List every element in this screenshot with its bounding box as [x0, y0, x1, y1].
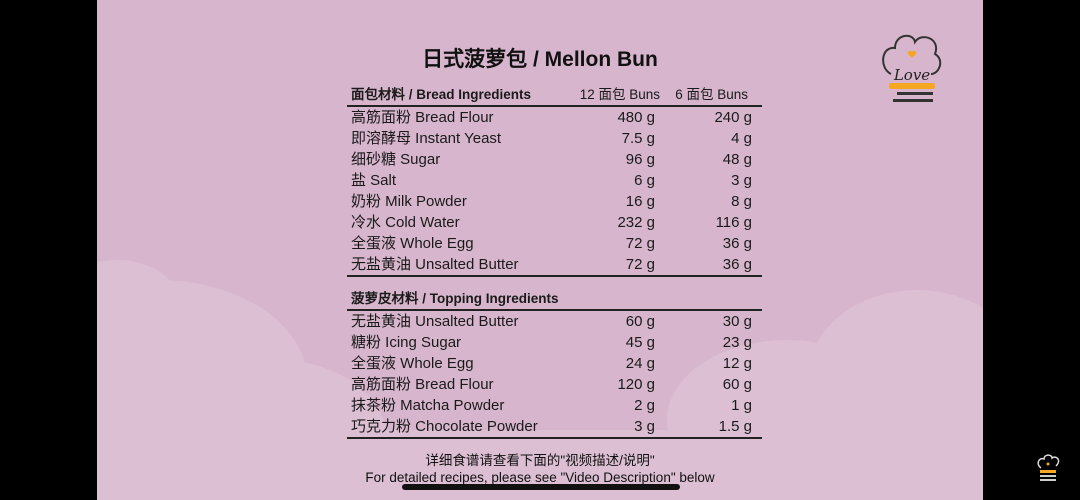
divider — [347, 437, 762, 439]
amount-12-buns: 120 g — [617, 376, 655, 393]
channel-watermark-icon[interactable] — [1036, 454, 1060, 484]
chef-hat-logo-icon: Love — [882, 34, 942, 102]
topping-ingredients-table: 菠萝皮材料 / Topping Ingredients 无盐黄油 Unsalte… — [347, 288, 762, 439]
amount-12-buns: 232 g — [617, 214, 655, 231]
amount-6-buns: 23 g — [722, 334, 752, 351]
note-chinese: 详细食谱请查看下面的"视频描述/说明" — [425, 453, 655, 468]
amount-12-buns: 60 g — [625, 313, 655, 330]
amount-6-buns: 4 g — [731, 130, 752, 147]
video-frame[interactable]: 日式菠萝包 / Mellon Bun Love 面包材料 / Bread Ing… — [97, 0, 983, 500]
ingredient-row: 全蛋液 Whole Egg 72 g 36 g — [347, 233, 762, 254]
ingredient-row: 巧克力粉 Chocolate Powder 3 g 1.5 g — [347, 416, 762, 437]
amount-6-buns: 3 g — [731, 172, 752, 189]
amount-12-buns: 6 g — [634, 172, 655, 189]
ingredient-row: 无盐黄油 Unsalted Butter 72 g 36 g — [347, 254, 762, 275]
recipe-title: 日式菠萝包 / Mellon Bun — [422, 48, 658, 71]
amount-6-buns: 116 g — [715, 214, 752, 231]
ingredient-name: 奶粉 Milk Powder — [351, 193, 467, 210]
ingredient-row: 细砂糖 Sugar 96 g 48 g — [347, 149, 762, 170]
amount-12-buns: 45 g — [625, 334, 655, 351]
amount-6-buns: 30 g — [722, 313, 752, 330]
ingredient-name: 盐 Salt — [351, 172, 397, 189]
amount-12-buns: 16 g — [625, 193, 655, 210]
ingredient-name: 高筋面粉 Bread Flour — [351, 109, 494, 126]
table-header: 菠萝皮材料 / Topping Ingredients — [347, 288, 762, 309]
ingredient-name: 即溶酵母 Instant Yeast — [351, 130, 502, 147]
amount-12-buns: 7.5 g — [621, 130, 655, 147]
divider — [347, 275, 762, 277]
ingredient-row: 糖粉 Icing Sugar 45 g 23 g — [347, 332, 762, 353]
note-english: For detailed recipes, please see "Video … — [365, 470, 715, 485]
amount-12-buns: 72 g — [625, 235, 655, 252]
amount-6-buns: 1.5 g — [718, 418, 752, 435]
amount-6-buns: 60 g — [722, 376, 752, 393]
ingredient-row: 高筋面粉 Bread Flour 120 g 60 g — [347, 374, 762, 395]
amount-12-buns: 96 g — [625, 151, 655, 168]
ingredient-row: 抹茶粉 Matcha Powder 2 g 1 g — [347, 395, 762, 416]
amount-6-buns: 12 g — [722, 355, 752, 372]
ingredient-row: 高筋面粉 Bread Flour 480 g 240 g — [347, 107, 762, 128]
ingredient-row: 奶粉 Milk Powder 16 g 8 g — [347, 191, 762, 212]
ingredient-name: 无盐黄油 Unsalted Butter — [351, 256, 519, 273]
divider — [347, 309, 762, 311]
ingredient-name: 糖粉 Icing Sugar — [351, 334, 462, 351]
ingredient-name: 冷水 Cold Water — [351, 214, 460, 231]
divider — [347, 105, 762, 107]
amount-12-buns: 3 g — [634, 418, 655, 435]
table-header: 面包材料 / Bread Ingredients 12 面包 Buns 6 面包… — [347, 84, 762, 105]
amount-12-buns: 2 g — [634, 397, 655, 414]
amount-6-buns: 1 g — [731, 397, 752, 414]
ingredient-name: 巧克力粉 Chocolate Powder — [351, 418, 538, 435]
amount-6-buns: 48 g — [722, 151, 752, 168]
ingredient-name: 无盐黄油 Unsalted Butter — [351, 313, 519, 330]
amount-6-buns: 240 g — [714, 109, 752, 126]
ingredient-row: 无盐黄油 Unsalted Butter 60 g 30 g — [347, 311, 762, 332]
ingredient-name: 高筋面粉 Bread Flour — [351, 376, 494, 393]
ingredient-name: 细砂糖 Sugar — [351, 151, 441, 168]
bread-ingredients-table: 面包材料 / Bread Ingredients 12 面包 Buns 6 面包… — [347, 84, 762, 277]
ingredient-row: 即溶酵母 Instant Yeast 7.5 g 4 g — [347, 128, 762, 149]
column-header-12: 12 面包 Buns — [579, 87, 660, 102]
amount-6-buns: 36 g — [722, 235, 752, 252]
amount-6-buns: 8 g — [731, 193, 752, 210]
home-indicator-bar[interactable] — [402, 484, 680, 490]
ingredient-name: 全蛋液 Whole Egg — [351, 355, 474, 372]
ingredient-name: 抹茶粉 Matcha Powder — [351, 397, 505, 414]
amount-6-buns: 36 g — [722, 256, 752, 273]
section-header: 菠萝皮材料 / Topping Ingredients — [351, 291, 559, 306]
amount-12-buns: 72 g — [625, 256, 655, 273]
ingredient-name: 全蛋液 Whole Egg — [351, 235, 474, 252]
section-header: 面包材料 / Bread Ingredients — [351, 87, 532, 102]
column-header-6: 6 面包 Buns — [675, 87, 748, 102]
ingredient-row: 全蛋液 Whole Egg 24 g 12 g — [347, 353, 762, 374]
amount-12-buns: 480 g — [617, 109, 655, 126]
amount-12-buns: 24 g — [625, 355, 655, 372]
ingredient-row: 盐 Salt 6 g 3 g — [347, 170, 762, 191]
svg-text:Love: Love — [893, 66, 930, 84]
ingredient-row: 冷水 Cold Water 232 g 116 g — [347, 212, 762, 233]
